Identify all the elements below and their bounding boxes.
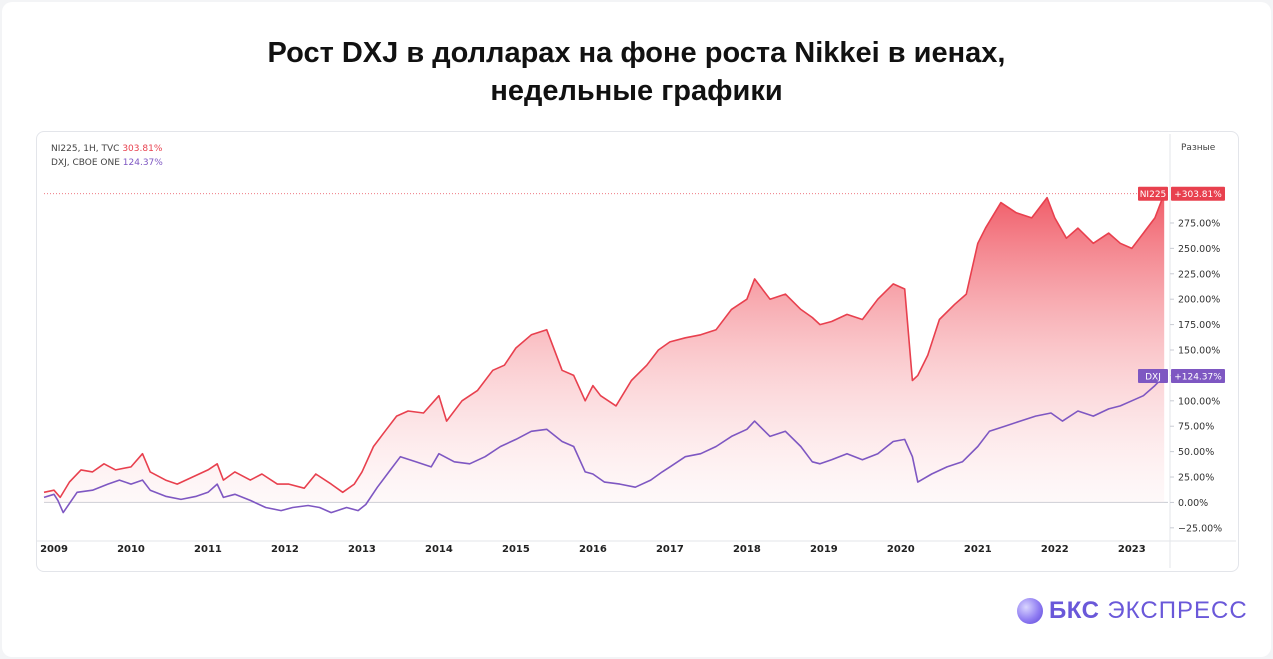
y-tick-label: −25.00%: [1178, 523, 1222, 534]
y-tick-label: 25.00%: [1178, 473, 1214, 484]
title-line-2: недельные графики: [490, 75, 783, 107]
page-title: Рост DXJ в долларах на фоне роста Nikkei…: [0, 34, 1273, 110]
x-tick-label: 2009: [40, 544, 68, 555]
x-tick-label: 2010: [117, 544, 145, 555]
area-layer: [44, 193, 1165, 503]
dxj-name-box: [1138, 369, 1168, 384]
x-tick-label: 2016: [579, 544, 607, 555]
x-tick-label: 2015: [502, 544, 530, 555]
dxj-value-label: +124.37%: [1174, 373, 1222, 383]
legend-series-2: DXJ, CBOE ONE 124.37%: [51, 158, 163, 168]
axis-layer: [37, 134, 1236, 568]
logo-suffix: ЭКСПРЕСС: [1107, 597, 1248, 624]
label-layer: −25.00%0.00%25.00%50.00%75.00%100.00%125…: [40, 186, 1225, 555]
line-layer: [43, 193, 1165, 514]
bks-logo: БКС ЭКСПРЕСС: [1017, 596, 1248, 626]
x-tick-label: 2022: [1041, 544, 1069, 555]
bks-logo-icon: [1017, 598, 1043, 624]
y-tick-label: 150.00%: [1178, 346, 1220, 357]
x-tick-label: 2011: [194, 544, 222, 555]
nikkei-value-box: [1171, 186, 1225, 201]
legend-series-1-label: NI225, 1Н, TVC: [51, 144, 120, 154]
legend-series-1-value: 303.81%: [122, 144, 163, 154]
y-tick-label: 250.00%: [1178, 244, 1220, 255]
nikkei-line: [43, 193, 1165, 499]
legend-series-2-label: DXJ, CBOE ONE: [51, 158, 120, 168]
dxj-line: [43, 375, 1165, 514]
x-tick-label: 2012: [271, 544, 299, 555]
nikkei-value-label: +303.81%: [1174, 190, 1222, 200]
y-tick-label: 175.00%: [1178, 320, 1220, 331]
nikkei-area-fill: [44, 193, 1165, 503]
x-tick-label: 2019: [810, 544, 838, 555]
x-tick-label: 2018: [733, 544, 761, 555]
x-tick-label: 2013: [348, 544, 376, 555]
y-tick-label: 200.00%: [1178, 295, 1220, 306]
y-tick-label: 225.00%: [1178, 269, 1220, 280]
title-line-1: Рост DXJ в долларах на фоне роста Nikkei…: [267, 37, 1006, 69]
y-tick-label: 100.00%: [1178, 396, 1220, 407]
legend-series-1: NI225, 1Н, TVC 303.81%: [51, 144, 162, 154]
dxj-last-value-badge: DXJ +124.37%: [1138, 369, 1225, 384]
legend-series-2-value: 124.37%: [122, 158, 163, 168]
y-tick-label: 275.00%: [1178, 218, 1220, 229]
nikkei-name-box: [1138, 186, 1168, 201]
nikkei-last-value-badge: NI225 +303.81%: [1138, 186, 1225, 201]
x-tick-label: 2017: [656, 544, 684, 555]
dxj-name-label: DXJ: [1145, 373, 1161, 383]
scale-mode-label[interactable]: Разные: [1181, 143, 1216, 153]
y-tick-label: 50.00%: [1178, 447, 1214, 458]
dxj-value-box: [1171, 369, 1225, 384]
x-tick-label: 2014: [425, 544, 453, 555]
x-tick-label: 2020: [887, 544, 915, 555]
nikkei-name-label: NI225: [1140, 190, 1167, 200]
y-tick-label: 0.00%: [1178, 498, 1208, 509]
logo-brand: БКС: [1049, 597, 1100, 624]
y-tick-label: 75.00%: [1178, 422, 1214, 433]
x-tick-label: 2023: [1118, 544, 1146, 555]
x-tick-label: 2021: [964, 544, 992, 555]
